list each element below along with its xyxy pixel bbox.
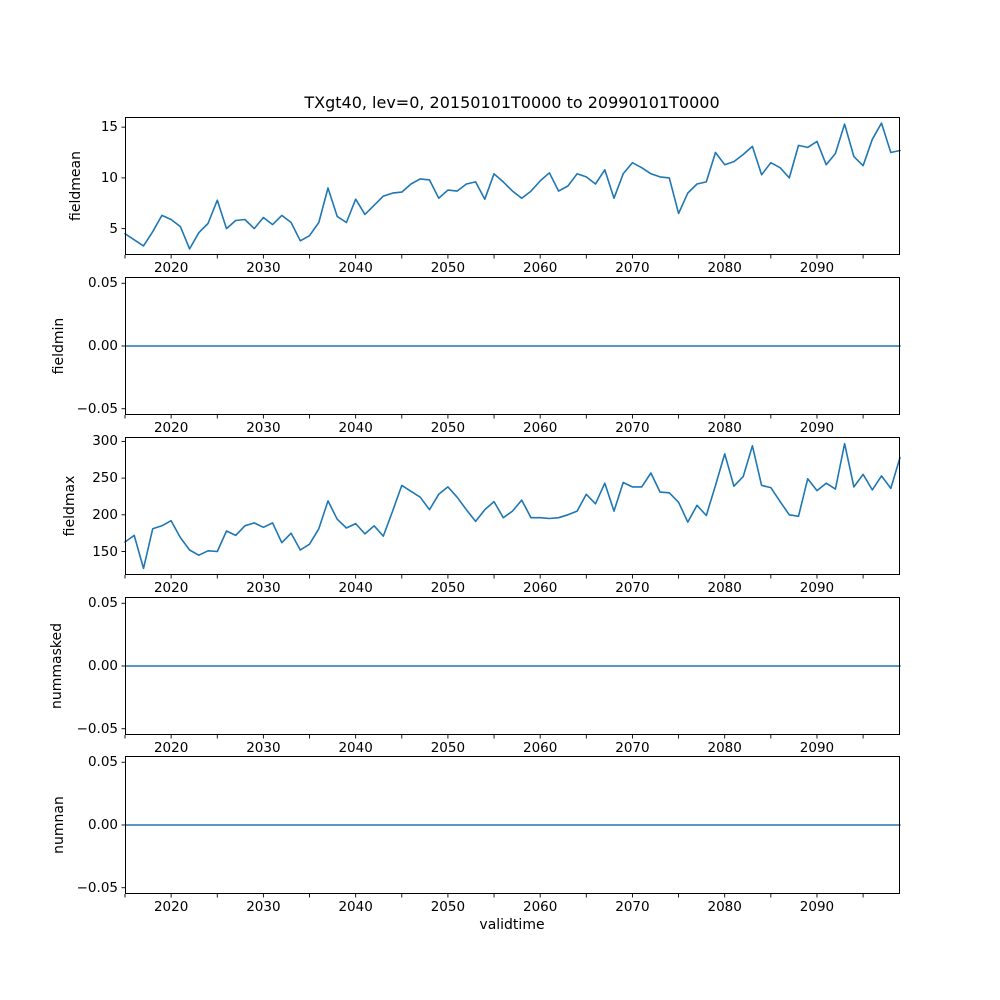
subplot-numnan (121, 756, 901, 898)
x-tick-label: 2020 (153, 260, 189, 276)
x-tick-label: 2040 (338, 420, 373, 436)
x-tick-label: 2080 (707, 420, 742, 436)
x-tick-label: 2020 (153, 580, 189, 596)
x-tick-label: 2050 (430, 420, 466, 436)
x-tick-label: 2040 (338, 580, 373, 596)
x-tick-label: 2020 (153, 899, 189, 915)
figure-title: TXgt40, lev=0, 20150101T0000 to 20990101… (304, 93, 720, 112)
axes-frame (125, 597, 900, 735)
y-tick-label: 200 (92, 506, 118, 523)
y-tick-label: 0.05 (87, 595, 118, 612)
subplot-fieldmean (121, 117, 901, 259)
y-tick-label: 0.00 (87, 338, 118, 354)
axes-frame (125, 437, 900, 575)
x-tick-label: 2040 (338, 899, 373, 915)
data-line-fieldmean (124, 122, 901, 250)
x-tick-label: 2050 (430, 899, 466, 915)
axes-frame (125, 277, 900, 415)
y-tick-label: 300 (92, 433, 118, 450)
x-axis-label: validtime (479, 917, 545, 933)
y-tick-label: −0.05 (76, 400, 118, 417)
x-tick-label: 2060 (522, 740, 558, 756)
x-tick-label: 2030 (246, 899, 281, 915)
y-tick-label: 10 (100, 169, 118, 186)
x-tick-label: 2060 (522, 260, 558, 276)
y-tick-label: 0.05 (87, 754, 118, 771)
y-tick-label: −0.05 (76, 720, 118, 737)
x-tick-label: 2080 (707, 580, 742, 596)
x-tick-label: 2050 (430, 580, 466, 596)
x-tick-label: 2030 (246, 260, 281, 276)
x-tick-label: 2040 (338, 740, 373, 756)
axes-frame (125, 117, 900, 255)
y-tick-label: 0.05 (87, 275, 118, 292)
x-tick-label: 2080 (707, 899, 742, 915)
axes-frame (125, 756, 900, 894)
y-tick-label: 0.00 (87, 817, 118, 833)
x-tick-label: 2080 (707, 260, 742, 276)
subplot-fieldmin (121, 277, 901, 419)
x-tick-label: 2060 (522, 580, 558, 596)
x-tick-label: 2070 (615, 740, 650, 756)
y-tick-label: 0.00 (87, 658, 118, 674)
x-tick-label: 2070 (615, 899, 650, 915)
x-tick-label: 2090 (799, 260, 835, 276)
x-tick-label: 2050 (430, 260, 466, 276)
x-tick-label: 2020 (153, 420, 189, 436)
x-tick-label: 2050 (430, 740, 466, 756)
x-tick-label: 2090 (799, 580, 835, 596)
x-tick-label: 2090 (799, 899, 835, 915)
data-line-fieldmax (124, 442, 901, 570)
y-tick-label: −0.05 (76, 879, 118, 896)
y-tick-label: 150 (92, 543, 118, 560)
x-tick-label: 2060 (522, 420, 558, 436)
y-tick-label: 5 (109, 220, 118, 237)
subplot-nummasked (121, 597, 901, 739)
x-tick-label: 2090 (799, 740, 835, 756)
x-tick-label: 2070 (615, 580, 650, 596)
x-tick-label: 2020 (153, 740, 189, 756)
x-tick-label: 2030 (246, 580, 281, 596)
x-tick-label: 2030 (246, 420, 281, 436)
x-tick-label: 2070 (615, 260, 650, 276)
y-tick-label: 250 (92, 470, 118, 487)
x-tick-label: 2040 (338, 260, 373, 276)
x-tick-label: 2060 (522, 899, 558, 915)
y-tick-label: 15 (100, 119, 118, 136)
subplot-fieldmax (121, 437, 901, 579)
x-tick-label: 2070 (615, 420, 650, 436)
x-tick-label: 2030 (246, 740, 281, 756)
x-tick-label: 2090 (799, 420, 835, 436)
x-tick-label: 2080 (707, 740, 742, 756)
